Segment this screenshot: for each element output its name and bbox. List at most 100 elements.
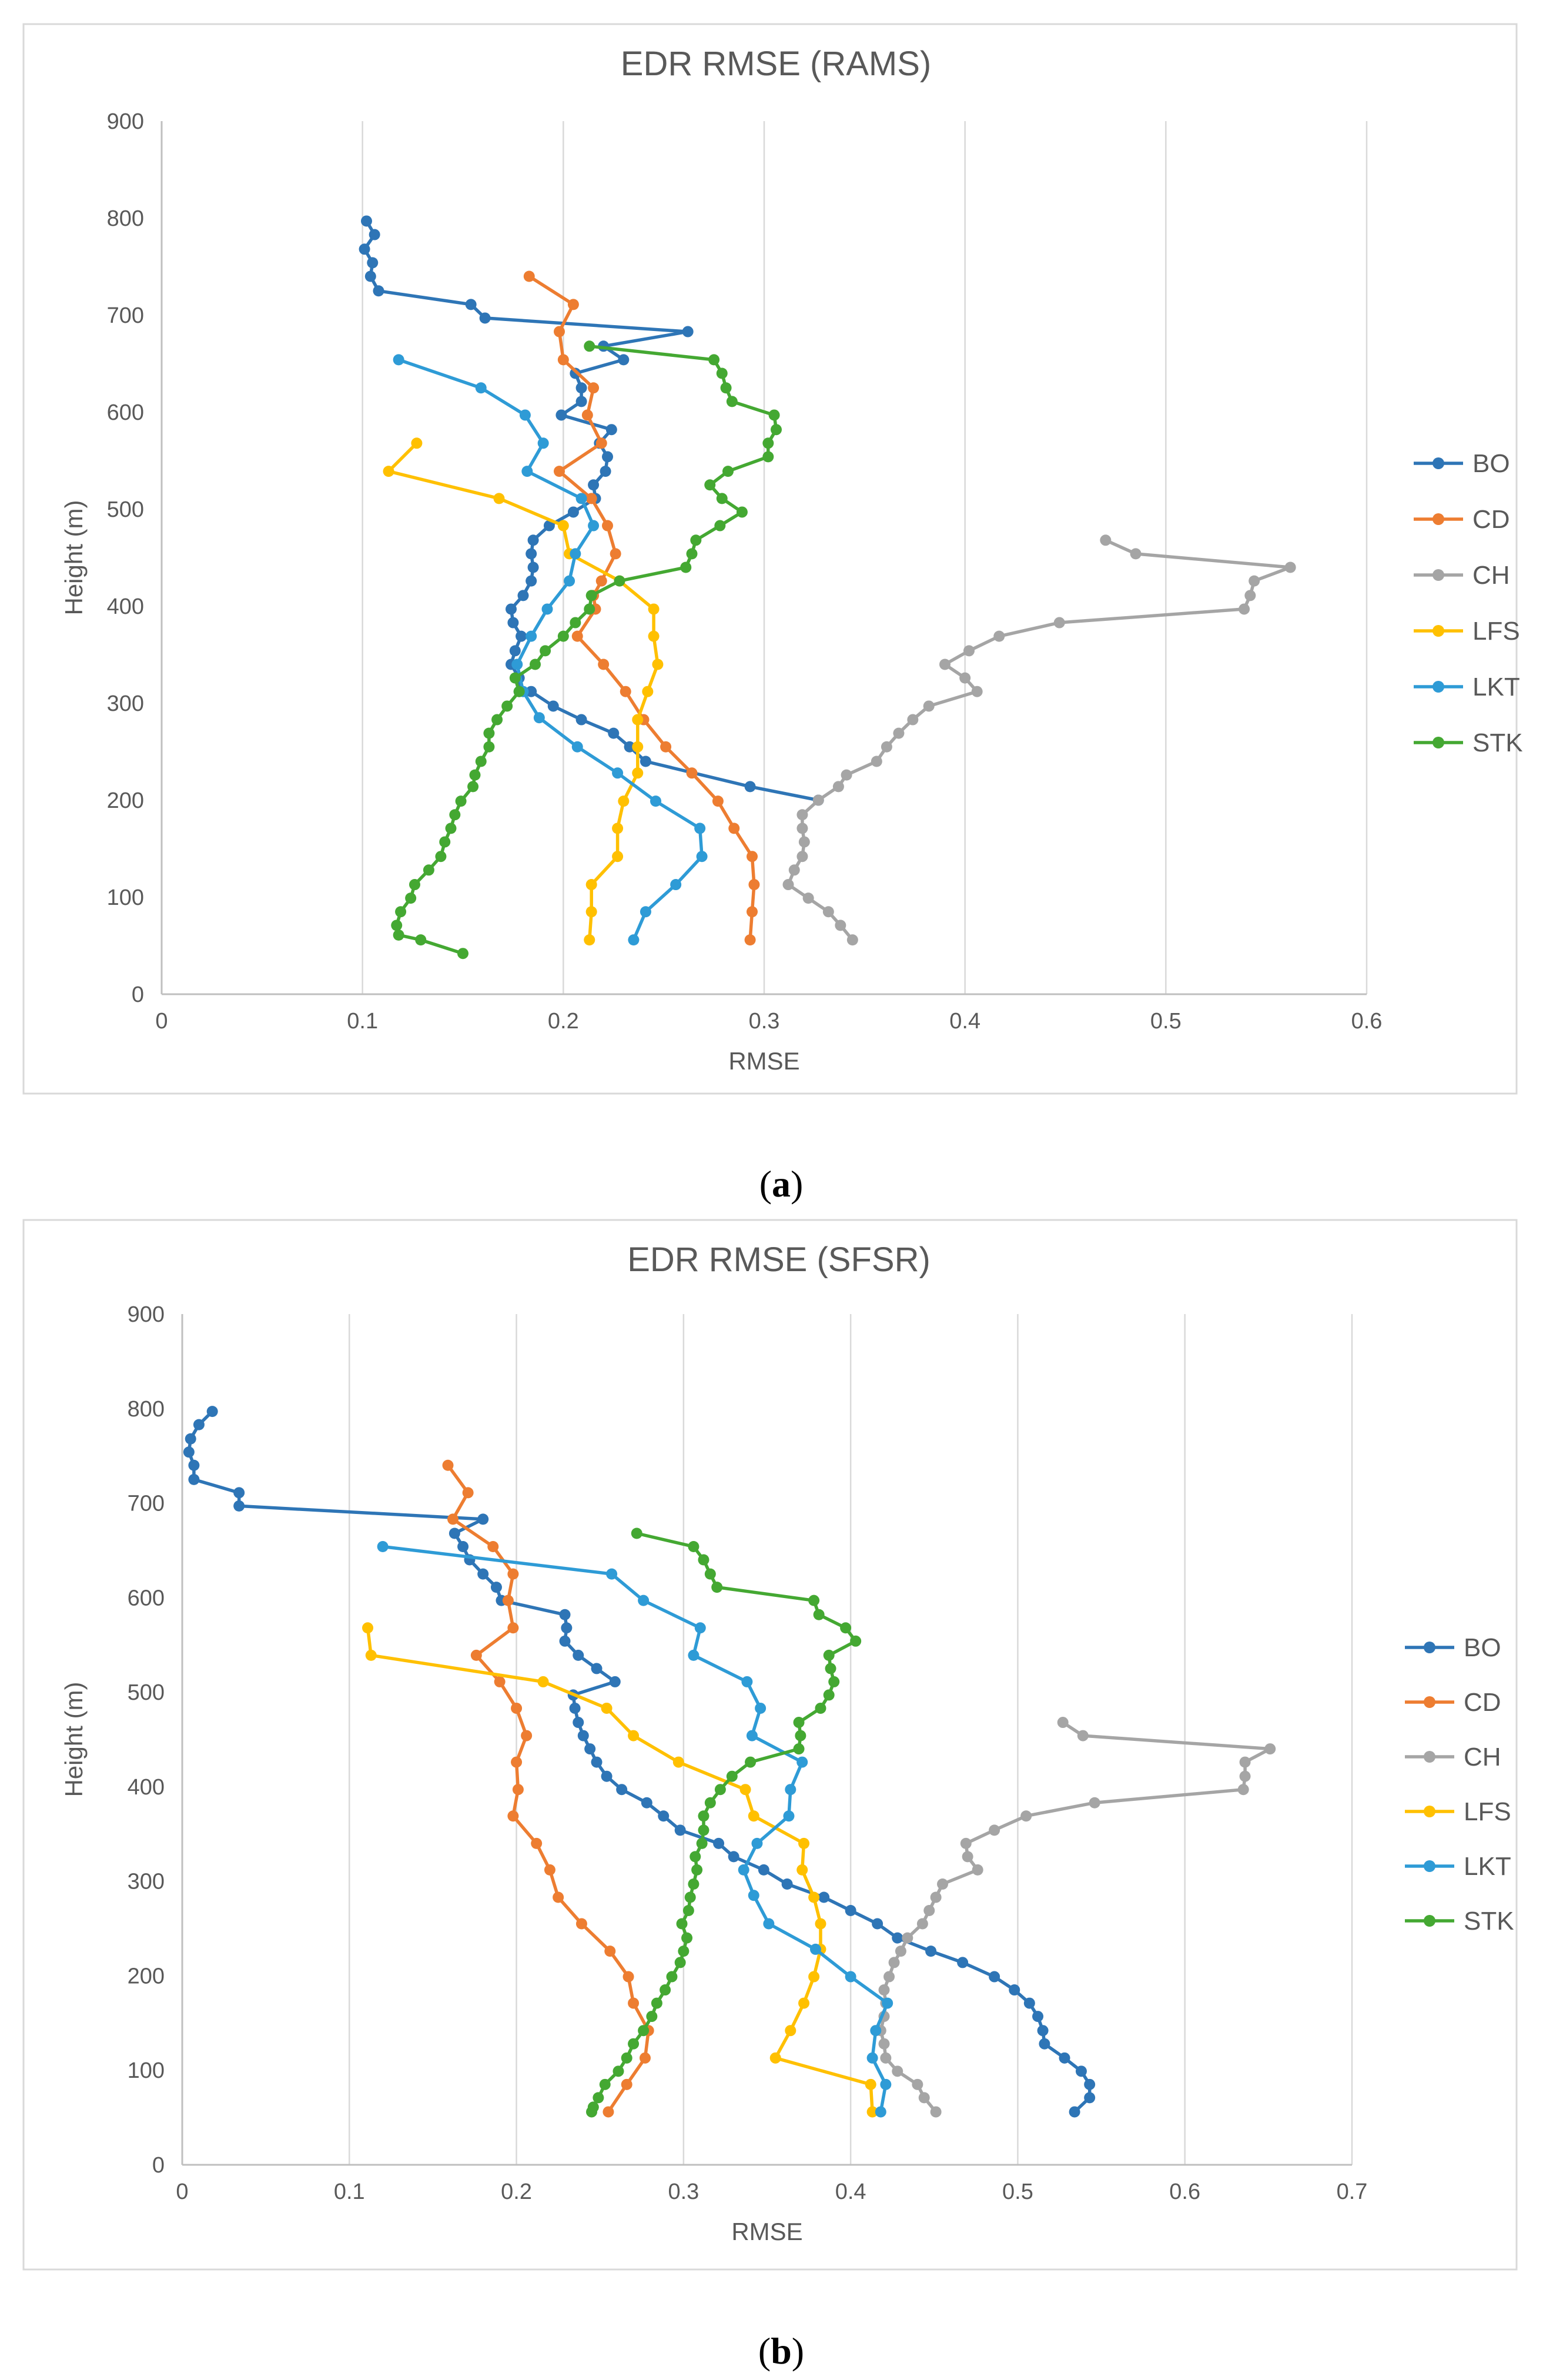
data-point: [755, 1702, 767, 1714]
data-point: [688, 1878, 699, 1890]
data-point: [762, 451, 774, 463]
data-point: [694, 823, 706, 834]
data-point: [185, 1433, 196, 1445]
data-point: [614, 575, 625, 587]
series-line: [395, 345, 778, 955]
y-tick-label: 700: [107, 303, 144, 328]
data-point: [571, 630, 583, 642]
x-tick-label: 0.3: [749, 1009, 780, 1034]
data-point: [893, 727, 905, 739]
series-bo: [359, 215, 824, 806]
data-point: [537, 1676, 549, 1687]
legend-label: LFS: [1464, 1797, 1511, 1826]
data-point: [469, 769, 481, 781]
data-point: [640, 756, 651, 767]
data-point: [609, 1676, 621, 1687]
data-point: [206, 1406, 218, 1418]
data-point: [793, 1717, 805, 1729]
data-point: [511, 1702, 523, 1714]
data-point: [610, 548, 621, 560]
x-tick-label: 0.6: [1351, 1009, 1383, 1034]
x-tick-label: 0.4: [949, 1009, 980, 1034]
data-point: [866, 2052, 878, 2064]
data-point: [455, 795, 467, 807]
data-point: [960, 1837, 972, 1849]
data-point: [1037, 2025, 1049, 2037]
data-point: [435, 851, 447, 863]
data-point: [567, 299, 579, 310]
series-stk: [391, 340, 782, 960]
data-point: [531, 1837, 543, 1849]
data-point: [595, 575, 607, 587]
legend-swatch-marker: [1424, 1696, 1435, 1708]
data-point: [493, 493, 505, 504]
data-point: [872, 1918, 883, 1930]
data-point: [672, 1756, 684, 1768]
data-point: [916, 1918, 928, 1930]
data-point: [972, 1864, 983, 1876]
data-point: [989, 1971, 1000, 1983]
data-point: [1244, 590, 1256, 601]
data-point: [507, 617, 519, 629]
data-point: [618, 795, 630, 807]
data-point: [457, 1541, 469, 1553]
data-point: [395, 906, 407, 918]
y-tick-label: 200: [107, 788, 144, 813]
data-point: [1239, 603, 1250, 615]
data-point: [585, 906, 597, 918]
data-point: [621, 2052, 632, 2064]
data-point: [870, 2025, 882, 2037]
data-point: [747, 906, 758, 918]
data-point: [598, 658, 610, 670]
data-point: [841, 769, 852, 781]
data-point: [769, 2052, 781, 2064]
data-point: [823, 1689, 835, 1701]
data-point: [808, 1971, 820, 1983]
data-point: [595, 437, 607, 449]
data-point: [815, 1702, 826, 1714]
data-point: [642, 686, 654, 697]
y-tick-label: 100: [107, 885, 144, 910]
data-point: [1237, 1784, 1249, 1796]
data-point: [930, 2106, 942, 2118]
data-point: [747, 851, 758, 863]
legend-swatch-marker: [1433, 569, 1444, 581]
data-point: [193, 1419, 205, 1430]
series-ch: [875, 1717, 1276, 2118]
data-point: [365, 1649, 377, 1661]
data-point: [567, 506, 579, 518]
data-point: [621, 2078, 632, 2090]
legend-label: STK: [1472, 728, 1523, 757]
legend-item-lfs: LFS: [1405, 1797, 1511, 1826]
data-point: [744, 781, 756, 793]
data-point: [880, 2078, 892, 2090]
data-point: [798, 1837, 810, 1849]
legend-swatch-marker: [1424, 1860, 1435, 1872]
data-point: [1264, 1743, 1276, 1755]
legend-label: CD: [1472, 505, 1510, 534]
data-point: [477, 1568, 489, 1580]
data-point: [785, 2025, 796, 2037]
x-axis-title: RMSE: [728, 1047, 799, 1075]
x-tick-label: 0.3: [668, 2180, 699, 2204]
data-point: [516, 630, 527, 642]
data-point: [477, 1513, 489, 1525]
data-point: [1023, 1997, 1035, 2009]
data-point: [686, 548, 698, 560]
data-point: [670, 879, 682, 891]
data-point: [411, 437, 423, 449]
legend-swatch-marker: [1424, 1915, 1435, 1927]
data-point: [612, 823, 624, 834]
x-tick-label: 0.1: [334, 2180, 365, 2204]
data-point: [509, 672, 521, 684]
data-point: [554, 326, 565, 337]
data-point: [383, 466, 394, 477]
legend-label: LKT: [1472, 673, 1520, 701]
data-point: [517, 590, 529, 601]
legend-label: CH: [1464, 1743, 1501, 1771]
data-point: [957, 1957, 969, 1968]
y-axis-title: Height (m): [60, 500, 88, 615]
y-tick-label: 0: [152, 2153, 165, 2178]
data-point: [457, 948, 468, 960]
data-point: [483, 741, 495, 753]
